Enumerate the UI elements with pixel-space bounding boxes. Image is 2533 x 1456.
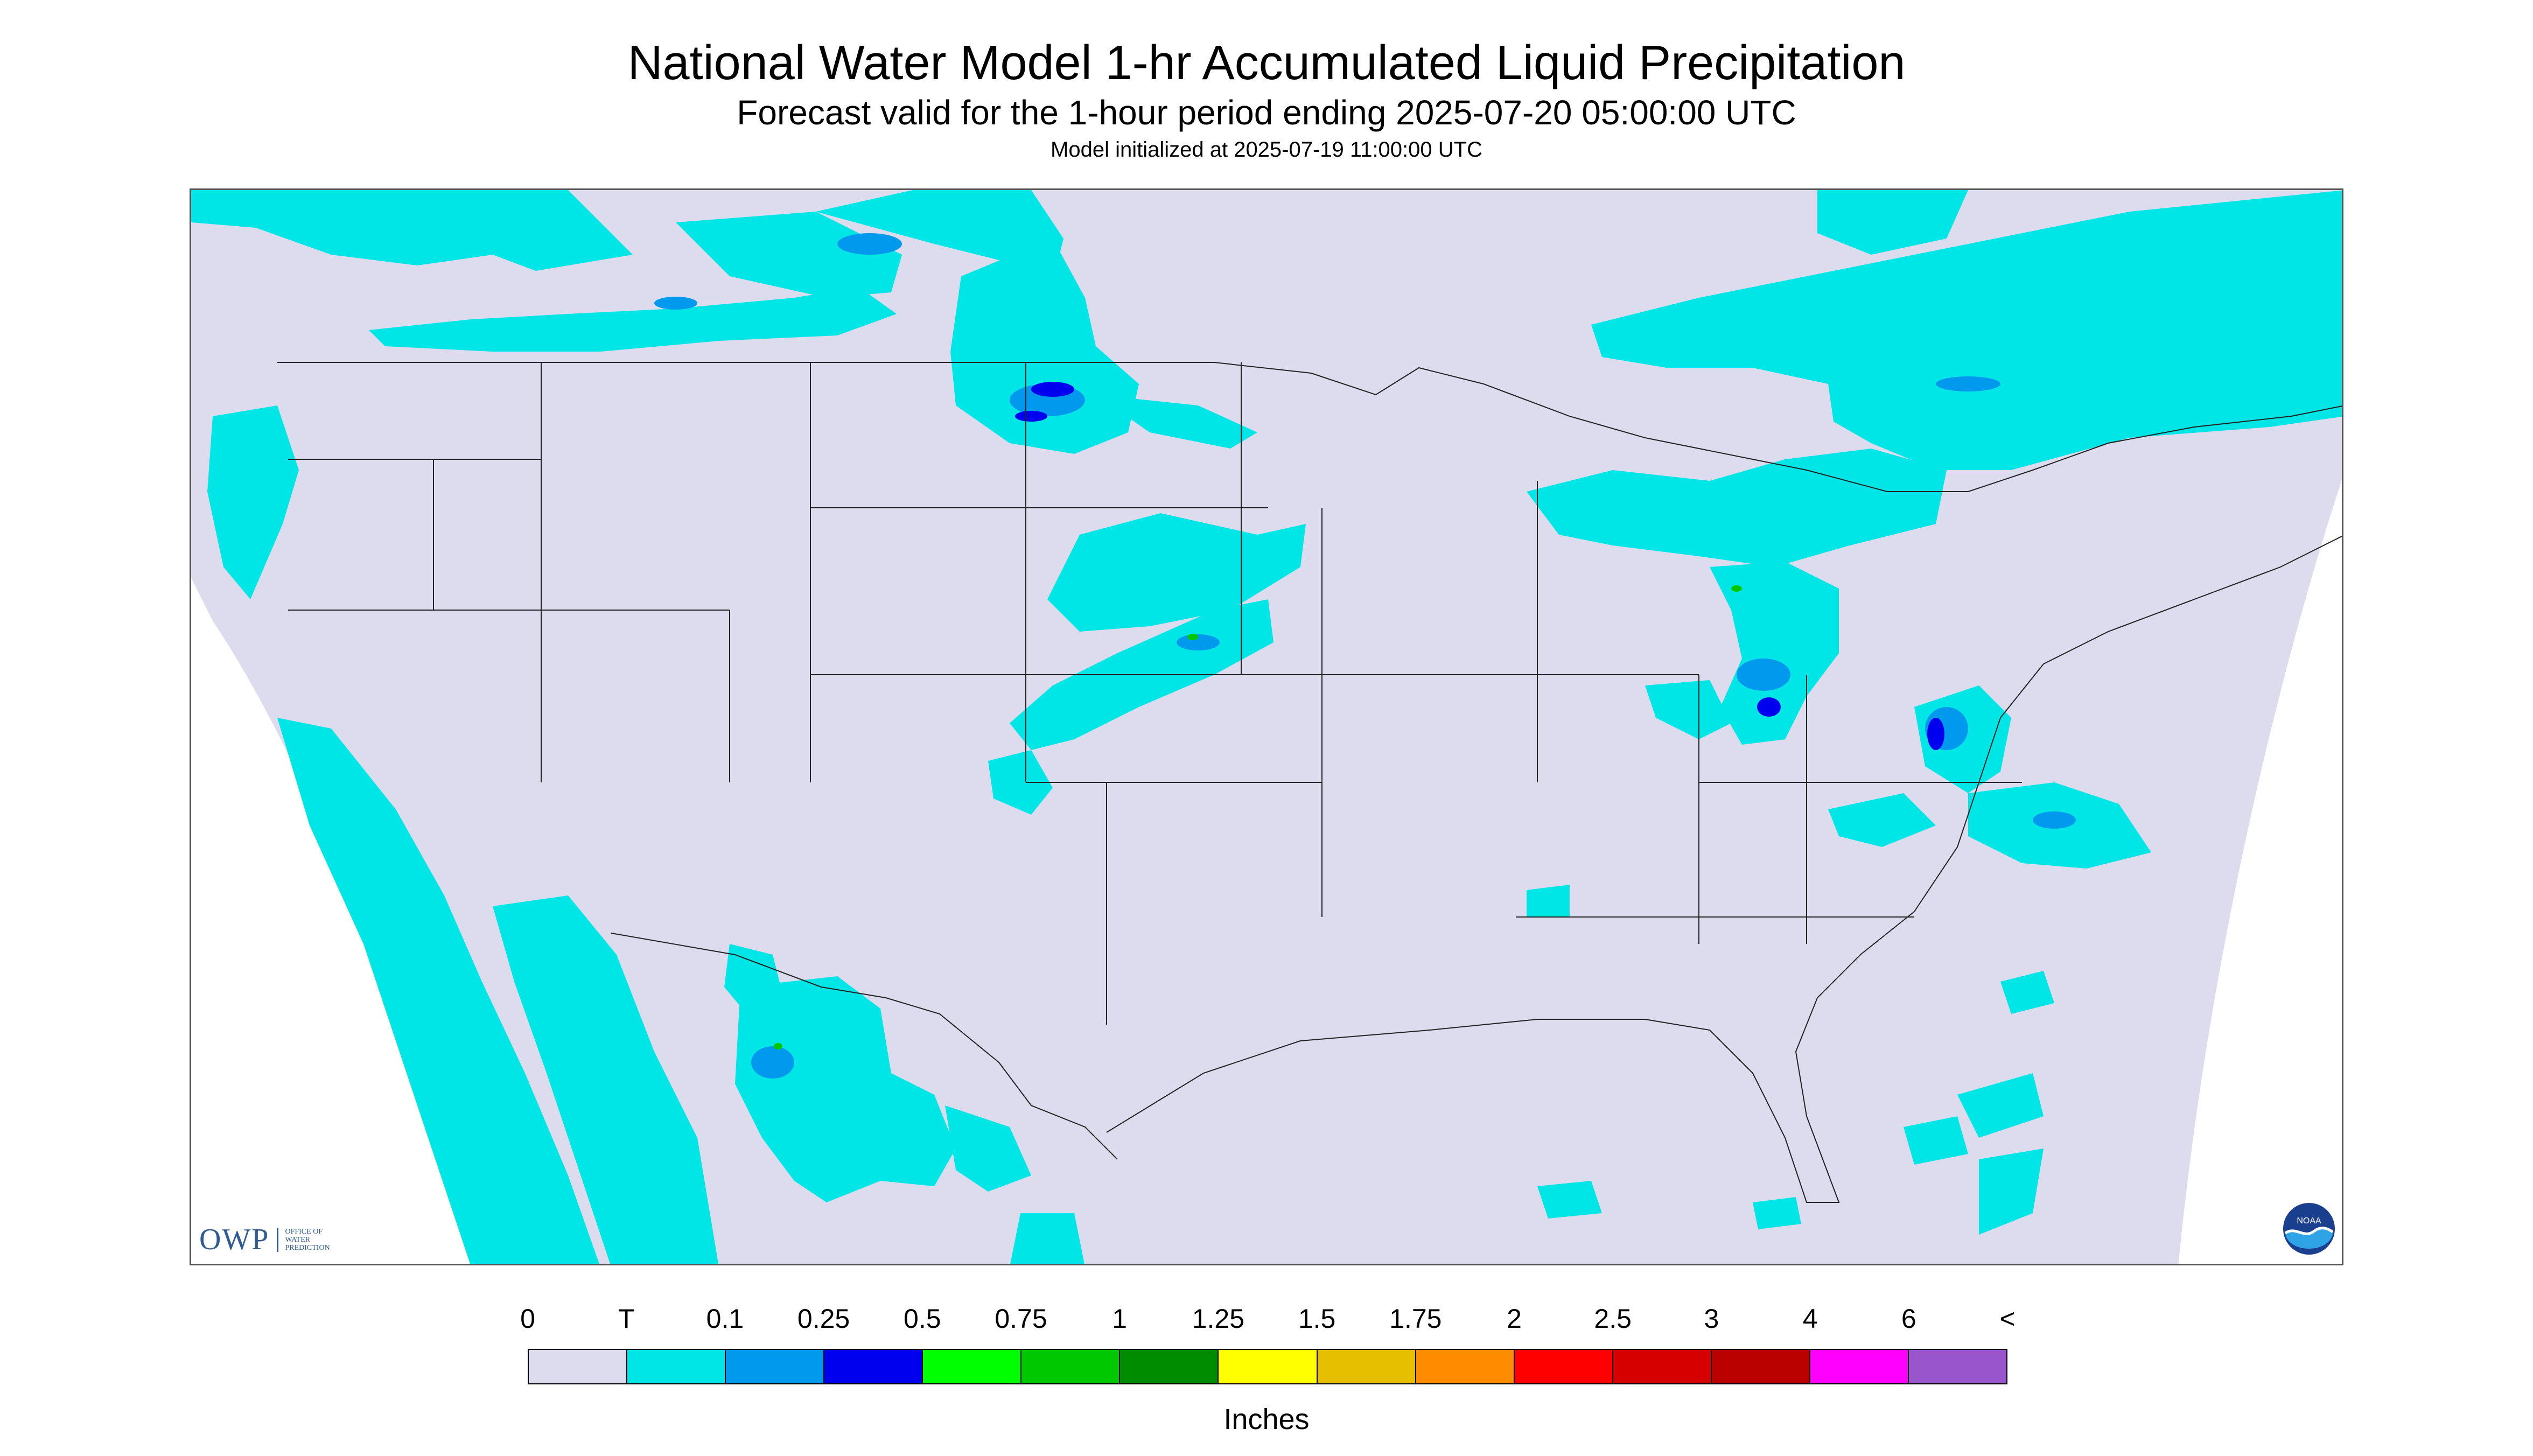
- legend-label: 0.25: [797, 1304, 850, 1334]
- precip-area: [1957, 1073, 2044, 1138]
- us-mexico-border: [611, 933, 1118, 1160]
- precip-cell: [1731, 585, 1742, 592]
- precip-area: [1591, 190, 2342, 470]
- legend-color-box: [1120, 1350, 1219, 1383]
- precip-cell: [1737, 659, 1790, 691]
- precip-area: [1527, 449, 1947, 567]
- legend-color-box: [1416, 1350, 1515, 1383]
- precip-cell: [1015, 411, 1047, 422]
- precip-area: [676, 212, 902, 298]
- political-boundaries: [277, 362, 2342, 1203]
- noaa-logo-text: NOAA: [2297, 1216, 2321, 1226]
- legend-units: Inches: [1223, 1403, 1310, 1436]
- precip-area: [277, 718, 599, 1264]
- legend-color-box: [1219, 1350, 1318, 1383]
- owp-logo: OWP OFFICE OF WATER PREDICTION: [199, 1223, 330, 1256]
- model-init-line: Model initialized at 2025-07-19 11:00:00…: [1051, 138, 1482, 162]
- precip-area: [1817, 190, 1968, 255]
- legend-color-box: [726, 1350, 825, 1383]
- legend-label: 2.5: [1594, 1304, 1632, 1334]
- legend-label: 0: [520, 1304, 535, 1334]
- legend-color-box: [627, 1350, 726, 1383]
- precip-area: [1979, 1149, 2044, 1235]
- owp-logo-subtext: OFFICE OF WATER PREDICTION: [277, 1227, 330, 1252]
- noaa-logo: NOAA: [2283, 1203, 2335, 1255]
- precip-moderate-layer: [1015, 382, 1944, 750]
- legend-color-box: [923, 1350, 1022, 1383]
- precip-area: [1010, 1213, 1084, 1264]
- precip-cell: [1936, 376, 2000, 391]
- precip-area: [1710, 562, 1839, 745]
- precip-cell: [1187, 634, 1198, 640]
- legend-label: 1.5: [1298, 1304, 1336, 1334]
- legend-label: 1: [1112, 1304, 1128, 1334]
- precip-area: [493, 895, 718, 1264]
- owp-logo-text: OWP: [199, 1223, 270, 1256]
- precip-area: [816, 190, 1063, 282]
- map-subtitle: Forecast valid for the 1-hour period end…: [737, 93, 1796, 132]
- legend-label: <: [1999, 1304, 2016, 1334]
- precipitation-map: [190, 188, 2343, 1265]
- legend-label: T: [618, 1304, 635, 1334]
- state-line: [288, 362, 2022, 1025]
- precip-cell: [774, 1043, 782, 1049]
- coastline: [1106, 535, 2342, 1203]
- owp-sub-line: OFFICE OF: [285, 1227, 323, 1236]
- precip-cell: [1031, 382, 1074, 397]
- precip-area: [1096, 395, 1257, 449]
- legend-color-box: [1908, 1350, 2006, 1383]
- owp-sub-line: PREDICTION: [285, 1243, 330, 1252]
- legend-color-box: [1317, 1350, 1416, 1383]
- precip-area: [369, 287, 897, 352]
- legend-color-box: [1711, 1350, 1810, 1383]
- precip-cell: [2033, 811, 2076, 829]
- legend-label: 0.1: [706, 1304, 744, 1334]
- legend-color-box: [1810, 1350, 1909, 1383]
- legend-label: 6: [1901, 1304, 1916, 1334]
- precip-area: [191, 190, 633, 271]
- legend-color-box: [529, 1350, 628, 1383]
- precip-area: [1904, 1116, 1968, 1165]
- precip-cell: [837, 233, 902, 255]
- us-canada-border: [277, 362, 2342, 492]
- precip-area: [735, 976, 956, 1202]
- precipitation-legend: [528, 1349, 2007, 1384]
- precip-cell: [1177, 634, 1220, 650]
- legend-label: 2: [1507, 1304, 1522, 1334]
- legend-label: 3: [1704, 1304, 1719, 1334]
- legend-color-box: [1514, 1350, 1613, 1383]
- precip-area: [207, 405, 299, 599]
- precip-area: [988, 750, 1053, 815]
- legend-color-box: [1613, 1350, 1712, 1383]
- precip-area: [1753, 1197, 1801, 1229]
- map-canvas: [191, 190, 2342, 1264]
- legend-label: 4: [1802, 1304, 1818, 1334]
- precip-cell: [1757, 697, 1781, 717]
- precip-cell: [654, 297, 697, 310]
- precip-area: [1645, 680, 1731, 739]
- precip-area: [1828, 793, 1936, 847]
- legend-color-box: [1021, 1350, 1121, 1383]
- legend-color-box: [824, 1350, 923, 1383]
- map-title: National Water Model 1-hr Accumulated Li…: [627, 36, 1906, 90]
- precip-cell: [1927, 718, 1944, 750]
- legend-labels: 0 T 0.1 0.25 0.5 0.75 1 1.25 1.5 1.75 2 2.5 3 4 6 <: [0, 1303, 2533, 1341]
- precip-cell: [751, 1046, 794, 1079]
- precip-area: [1527, 885, 1570, 917]
- legend-label: 0.5: [904, 1304, 941, 1334]
- precip-heavy-layer: [774, 585, 1742, 1049]
- precip-area: [945, 1105, 1031, 1192]
- legend-label: 0.75: [995, 1304, 1047, 1334]
- owp-sub-line: WATER: [285, 1235, 311, 1244]
- legend-label: 1.75: [1389, 1304, 1442, 1334]
- precip-area: [950, 239, 1139, 454]
- precip-area: [1537, 1181, 1602, 1219]
- precip-area: [2000, 971, 2054, 1014]
- legend-label: 1.25: [1192, 1304, 1245, 1334]
